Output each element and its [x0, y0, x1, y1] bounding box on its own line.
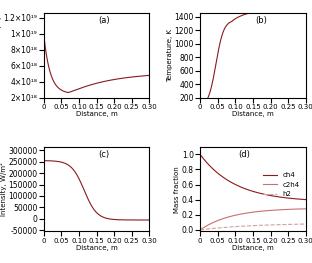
X-axis label: Distance, m: Distance, m	[232, 112, 274, 117]
X-axis label: Distance, m: Distance, m	[232, 245, 274, 251]
ch4	[304, 198, 308, 201]
c2h4	[261, 209, 265, 213]
c2h4	[256, 210, 259, 213]
h2	[248, 224, 252, 227]
ch4	[285, 196, 289, 200]
h2	[301, 222, 305, 226]
c2h4	[301, 207, 305, 210]
ch4	[248, 189, 252, 192]
X-axis label: Distance, m: Distance, m	[76, 112, 117, 117]
h2	[261, 224, 265, 227]
Line: ch4: ch4	[200, 154, 306, 200]
Text: (d): (d)	[238, 150, 250, 159]
Text: (b): (b)	[255, 16, 267, 25]
Y-axis label: Intensity, W/m²: Intensity, W/m²	[0, 162, 7, 216]
ch4	[249, 189, 253, 192]
Y-axis label: Temperature, K: Temperature, K	[167, 29, 173, 82]
h2	[249, 224, 253, 227]
h2	[256, 224, 259, 227]
c2h4	[285, 208, 289, 211]
ch4	[198, 153, 202, 156]
Y-axis label: Mass fraction: Mass fraction	[174, 166, 180, 213]
ch4	[256, 191, 259, 194]
h2	[198, 228, 202, 231]
c2h4	[304, 207, 308, 210]
c2h4	[248, 211, 252, 214]
X-axis label: Distance, m: Distance, m	[76, 245, 117, 251]
Text: (c): (c)	[99, 150, 110, 159]
c2h4	[249, 211, 253, 214]
Line: h2: h2	[200, 224, 306, 230]
ch4	[261, 193, 265, 196]
h2	[304, 222, 308, 226]
Y-axis label: Particle concentration, 1/m³: Particle concentration, 1/m³	[0, 7, 2, 104]
ch4	[301, 198, 305, 201]
Legend: ch4, c2h4, h2: ch4, c2h4, h2	[260, 170, 302, 200]
Line: c2h4: c2h4	[200, 209, 306, 230]
Text: (a): (a)	[99, 16, 110, 25]
h2	[285, 223, 289, 226]
c2h4	[198, 228, 202, 231]
